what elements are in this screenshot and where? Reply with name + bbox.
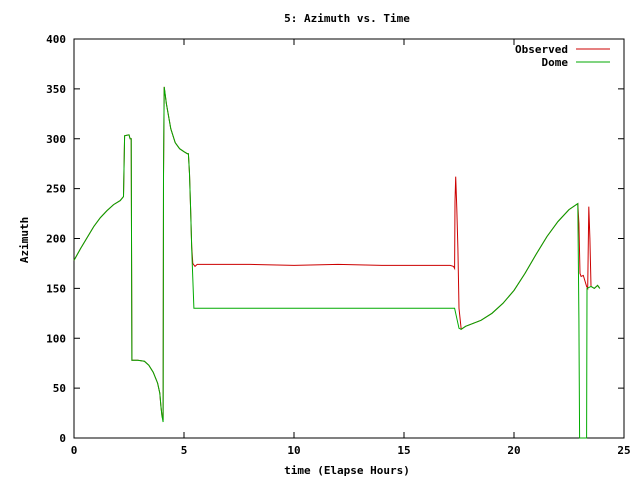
x-tick-label: 15 (397, 444, 410, 457)
y-axis-label: Azimuth (18, 217, 31, 263)
y-tick-label: 250 (46, 183, 66, 196)
y-tick-label: 100 (46, 332, 66, 345)
series-layer (73, 86, 601, 439)
x-tick-label: 5 (181, 444, 188, 457)
x-axis-label: time (Elapse Hours) (284, 464, 410, 477)
series-line-dome (73, 86, 601, 439)
y-tick-label: 150 (46, 282, 66, 295)
x-tick-label: 10 (287, 444, 300, 457)
legend-label-dome: Dome (542, 56, 569, 69)
x-tick-label: 25 (617, 444, 630, 457)
y-tick-label: 0 (59, 432, 66, 445)
y-tick-label: 50 (53, 382, 66, 395)
x-tick-label: 0 (71, 444, 78, 457)
series-line-observed (73, 86, 601, 421)
y-tick-label: 400 (46, 33, 66, 46)
chart-title: 5: Azimuth vs. Time (284, 12, 410, 25)
y-tick-label: 350 (46, 83, 66, 96)
plot-frame (73, 38, 625, 439)
y-tick-label: 200 (46, 233, 66, 246)
y-tick-label: 300 (46, 133, 66, 146)
x-tick-label: 20 (507, 444, 520, 457)
legend-label-observed: Observed (515, 43, 568, 56)
